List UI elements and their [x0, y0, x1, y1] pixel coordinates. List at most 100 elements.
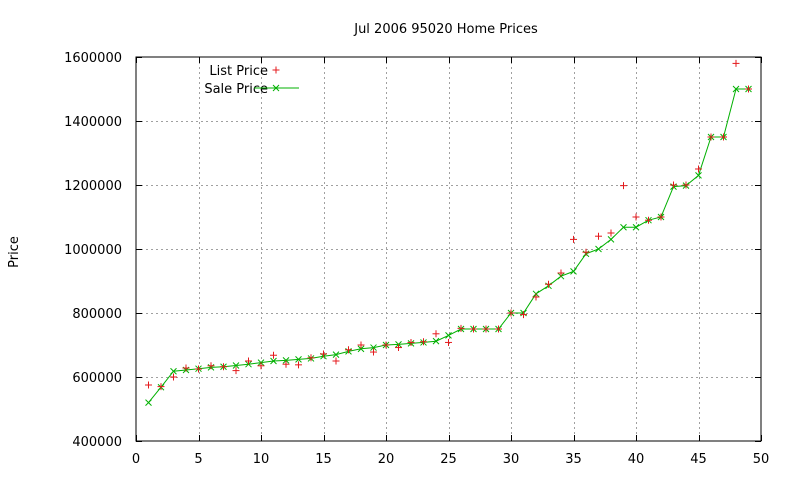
- list-price-point: [682, 181, 690, 189]
- sale-price-point: [370, 344, 377, 351]
- list-price-point: [182, 364, 190, 372]
- sale-price-point: [270, 357, 277, 365]
- list-price-point: [482, 325, 490, 333]
- sale-price-point: [620, 223, 627, 231]
- plot-frame: [135, 56, 762, 442]
- list-price-point: [445, 338, 452, 346]
- list-price-point: [620, 182, 627, 190]
- list-price-point: [320, 350, 327, 358]
- list-price-point: [257, 362, 265, 370]
- list-price-point: [170, 373, 177, 381]
- legend-marker-list-price: [272, 66, 280, 74]
- list-price-point: [207, 362, 215, 370]
- x-tick-label: 10: [253, 452, 270, 467]
- sale-price-line: [148, 88, 749, 403]
- sale-price-point: [232, 362, 240, 369]
- series: [145, 59, 752, 406]
- x-tick-label: 30: [503, 452, 520, 467]
- list-price-point: [457, 324, 465, 332]
- list-price-point: [657, 213, 665, 221]
- sale-price-point: [357, 345, 365, 353]
- y-tick-label: 1600000: [64, 51, 122, 66]
- sale-price-point: [295, 356, 302, 363]
- sale-price-point: [570, 268, 577, 275]
- legend: List Price Sale Price: [204, 64, 299, 97]
- list-price-point: [695, 165, 702, 173]
- sale-price-point: [595, 245, 602, 253]
- y-tick-labels: 400000 600000 800000 1000000 1200000 1400000 1…: [64, 51, 122, 450]
- list-price-point: [507, 309, 515, 317]
- list-price-point: [307, 354, 315, 362]
- list-price-point: [245, 357, 252, 365]
- legend-x-icon: [272, 84, 280, 92]
- list-price-point: [545, 280, 552, 288]
- list-price-point: [645, 216, 652, 224]
- x-tick-label: 5: [194, 452, 202, 467]
- sale-price-point: [695, 172, 702, 179]
- sale-price-point: [607, 236, 615, 243]
- sale-price-point: [445, 332, 452, 339]
- y-tick-label: 1000000: [64, 243, 122, 258]
- sale-price-point: [732, 85, 740, 93]
- y-axis-label: Price: [7, 236, 22, 268]
- y-tick-label: 1400000: [64, 115, 122, 130]
- list-price-point: [570, 235, 577, 243]
- list-price-point: [532, 293, 540, 301]
- list-price-point: [282, 360, 290, 368]
- sale-price-point: [145, 399, 152, 406]
- list-price-point: [295, 361, 302, 369]
- sale-price-point: [332, 351, 340, 358]
- sale-price-point: [432, 337, 440, 345]
- list-price-point: [345, 346, 352, 354]
- x-tick-label: 45: [690, 452, 707, 467]
- x-tick-label: 50: [753, 452, 770, 467]
- list-price-point: [332, 357, 340, 365]
- axis-ticks: [136, 57, 762, 442]
- list-price-point: [732, 59, 740, 67]
- legend-plus-icon: [272, 66, 280, 74]
- list-price-point: [670, 181, 677, 189]
- x-tick-label: 20: [378, 452, 395, 467]
- sale-price-point: [282, 357, 290, 364]
- list-price-point: [407, 338, 415, 346]
- x-tick-label: 35: [565, 452, 582, 467]
- list-price-point: [145, 381, 152, 389]
- legend-label-sale-price: Sale Price: [204, 82, 268, 97]
- list-price-point: [432, 330, 440, 338]
- legend-marker-sale-price: [254, 84, 299, 92]
- list-price-point: [157, 383, 165, 391]
- list-price-point: [632, 213, 640, 221]
- list-price-point: [557, 269, 565, 277]
- x-tick-labels: 0 5 10 15 20 25 30 35 40 45 50: [132, 452, 769, 467]
- list-price-point: [707, 133, 715, 141]
- list-price-point: [495, 325, 502, 333]
- x-tick-label: 0: [132, 452, 140, 467]
- sale-price-point: [170, 367, 177, 375]
- list-price-point: [470, 325, 477, 333]
- list-price-point: [270, 351, 277, 359]
- list-price-point: [595, 232, 602, 240]
- list-price-point: [232, 367, 240, 375]
- list-price-point: [382, 341, 390, 349]
- list-price-point: [220, 363, 227, 371]
- x-tick-label: 15: [315, 452, 332, 467]
- list-price-point: [607, 229, 615, 237]
- list-price-point: [582, 248, 590, 256]
- sale-price-point: [632, 223, 640, 231]
- legend-label-list-price: List Price: [209, 64, 268, 79]
- list-price-point: [395, 344, 402, 352]
- list-price-point: [520, 311, 527, 319]
- x-tick-label: 40: [628, 452, 645, 467]
- y-tick-label: 600000: [72, 371, 122, 386]
- list-price-point: [420, 338, 427, 346]
- y-tick-label: 1200000: [64, 179, 122, 194]
- y-tick-label: 800000: [72, 307, 122, 322]
- chart-title: Jul 2006 95020 Home Prices: [353, 22, 538, 37]
- list-price-point: [195, 365, 202, 373]
- y-tick-label: 400000: [72, 435, 122, 450]
- x-tick-label: 25: [440, 452, 457, 467]
- list-price-point: [357, 341, 365, 349]
- list-price-point: [370, 348, 377, 356]
- list-price-point: [745, 85, 752, 93]
